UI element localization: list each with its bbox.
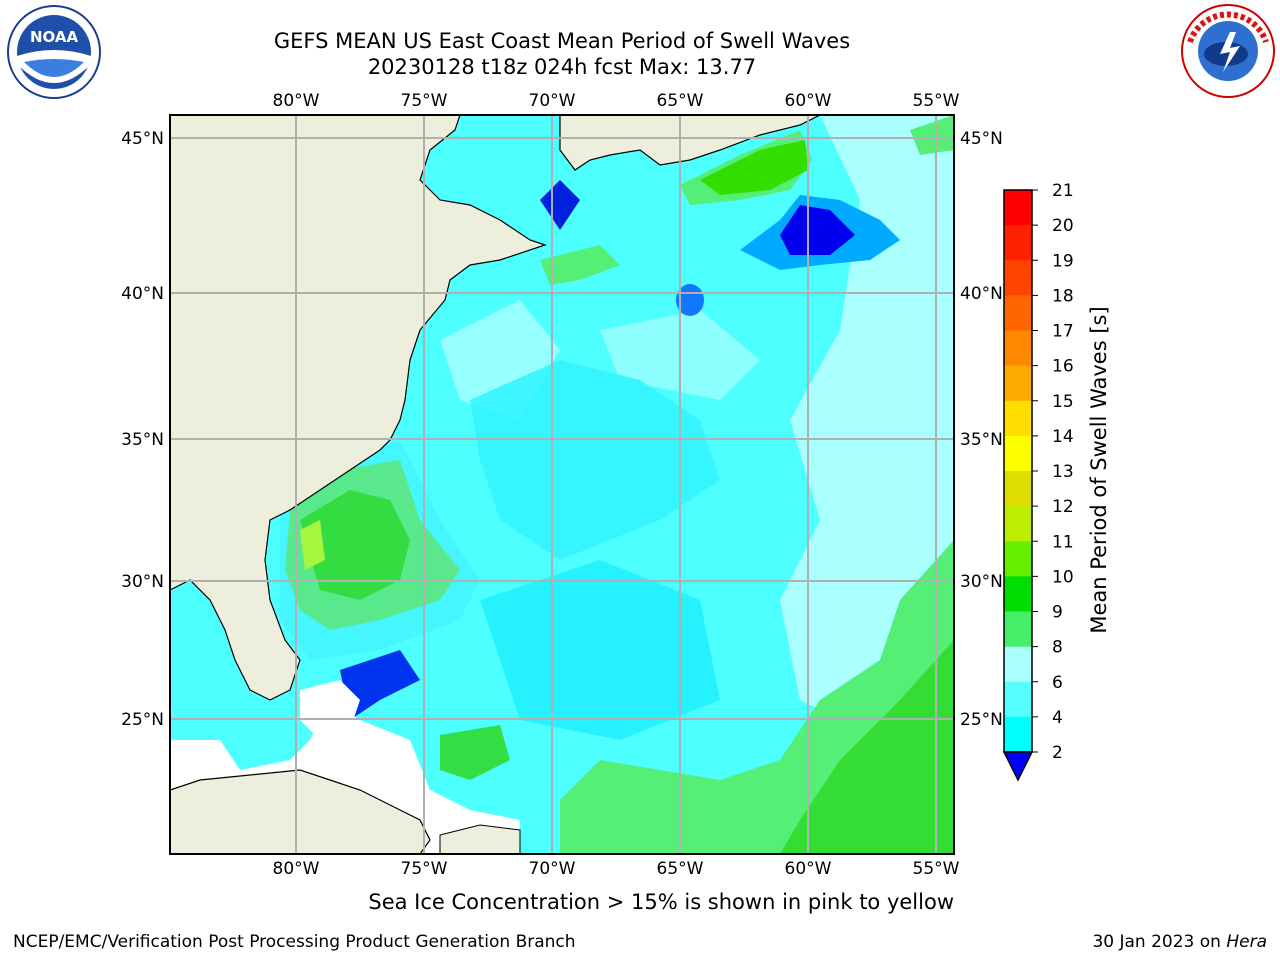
lon-label-bottom: 60°W: [785, 859, 832, 879]
colorbar-tick-label: 14: [1052, 427, 1074, 447]
lon-label-top: 80°W: [273, 91, 320, 111]
lat-label-left: 45°N: [121, 129, 164, 149]
lat-label-right: 30°N: [960, 572, 1003, 592]
colorbar-segment: [1004, 611, 1032, 648]
colorbar-tick-label: 18: [1052, 286, 1074, 306]
noaa-logo-text: NOAA: [30, 28, 79, 46]
footer-date-text: 30 Jan 2023 on: [1092, 932, 1227, 952]
lat-label-right: 35°N: [960, 430, 1003, 450]
colorbar-tick-label: 2: [1052, 743, 1063, 763]
lat-label-right: 25°N: [960, 710, 1003, 730]
lon-label-bottom: 55°W: [913, 859, 960, 879]
lat-label-right: 40°N: [960, 284, 1003, 304]
lon-label-top: 75°W: [401, 91, 448, 111]
colorbar-segment: [1004, 471, 1032, 507]
field-region-6-7: [470, 360, 720, 560]
colorbar-segment: [1004, 225, 1032, 261]
colorbar-segment: [1004, 435, 1032, 472]
colorbar-segment: [1004, 716, 1032, 753]
colorbar-tick-label: 9: [1052, 603, 1063, 623]
colorbar-segment: [1004, 190, 1032, 226]
map-gridlines: [170, 115, 954, 854]
map-frame: [169, 114, 955, 855]
nws-logo: [1181, 4, 1275, 98]
land-nova-scotia: [559, 115, 821, 171]
colorbar-segment: [1004, 330, 1032, 367]
lon-label-top: 60°W: [785, 91, 832, 111]
lat-label-left: 25°N: [121, 710, 164, 730]
colorbar-segment: [1004, 260, 1032, 296]
colorbar-tick-label: 13: [1052, 462, 1074, 482]
lon-label-top: 65°W: [657, 91, 704, 111]
colorbar-tick-label: 8: [1052, 638, 1063, 658]
colorbar-tick-label: 17: [1052, 322, 1074, 342]
map-plot-area: [170, 115, 954, 854]
colorbar-segment: [1004, 365, 1032, 402]
colorbar-tick-label: 16: [1052, 357, 1074, 377]
colorbar-segment: [1004, 400, 1032, 437]
colorbar: 21 20 19 18 17 16 15 14 13 12 11 10 9 8 6 4 2: [1002, 181, 1074, 782]
lon-label-top: 70°W: [529, 91, 576, 111]
lon-label-bottom: 75°W: [401, 859, 448, 879]
colorbar-segment: [1004, 681, 1032, 718]
colorbar-tick-label: 19: [1052, 251, 1074, 271]
lat-label-left: 35°N: [121, 430, 164, 450]
lat-label-left: 30°N: [121, 572, 164, 592]
chart-subtitle: 20230128 t18z 024h fcst Max: 13.77: [367, 55, 757, 79]
lon-label-bottom: 70°W: [529, 859, 576, 879]
noaa-logo: NOAA: [7, 5, 101, 99]
land-cuba: [170, 769, 431, 854]
colorbar-tick-label: 11: [1052, 532, 1074, 552]
colorbar-tick-label: 21: [1052, 181, 1074, 201]
chart-title: GEFS MEAN US East Coast Mean Period of S…: [273, 29, 851, 53]
colorbar-tick-label: 6: [1052, 673, 1063, 693]
colorbar-segment: [1004, 506, 1032, 542]
colorbar-segment: [1004, 646, 1032, 683]
colorbar-segment: [1004, 541, 1032, 577]
colorbar-tick-label: 20: [1052, 216, 1074, 236]
colorbar-segment: [1004, 295, 1032, 331]
colorbar-tick-label: 15: [1052, 392, 1074, 412]
lon-label-bottom: 65°W: [657, 859, 704, 879]
colorbar-tick-label: 10: [1052, 567, 1074, 587]
lat-label-right: 45°N: [960, 129, 1003, 149]
colorbar-tick-label: 12: [1052, 497, 1074, 517]
lon-label-top: 55°W: [913, 91, 960, 111]
colorbar-tick-label: 4: [1052, 708, 1063, 728]
lat-label-left: 40°N: [121, 284, 164, 304]
footer-machine: Hera: [1226, 932, 1267, 952]
footer-credit: NCEP/EMC/Verification Post Processing Pr…: [13, 932, 576, 952]
lon-label-bottom: 80°W: [273, 859, 320, 879]
sea-ice-note: Sea Ice Concentration > 15% is shown in …: [368, 890, 954, 914]
footer-date: 30 Jan 2023 on Hera: [1092, 932, 1267, 952]
colorbar-extension: [1002, 751, 1034, 782]
colorbar-label: Mean Period of Swell Waves [s]: [1087, 306, 1111, 633]
colorbar-segment: [1004, 576, 1032, 612]
